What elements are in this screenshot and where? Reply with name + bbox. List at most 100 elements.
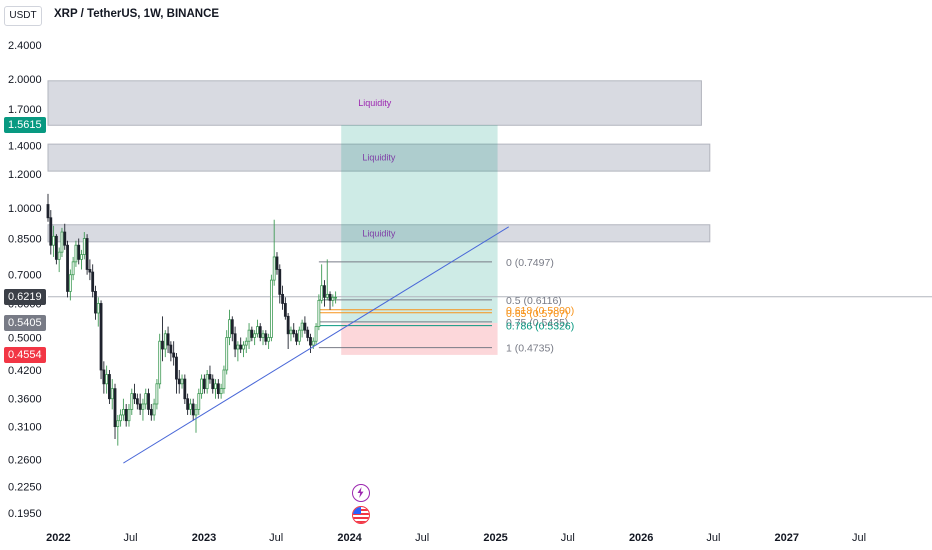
candle xyxy=(116,414,120,446)
candle-body xyxy=(253,333,257,338)
candle-body xyxy=(105,374,109,385)
candle-body xyxy=(144,393,148,405)
candle-body xyxy=(77,244,81,260)
candle-body xyxy=(306,329,310,338)
candle xyxy=(247,323,251,350)
candle xyxy=(141,398,145,421)
candle-body xyxy=(278,269,282,295)
candle-body xyxy=(244,340,248,346)
candle xyxy=(52,225,55,257)
candle-body xyxy=(311,340,315,346)
candle-body xyxy=(286,315,290,335)
x-tick-label: Jul xyxy=(561,532,575,544)
candle-body xyxy=(256,326,259,335)
candle-body xyxy=(68,274,72,292)
candle-body xyxy=(320,285,324,301)
candle-body xyxy=(127,408,131,422)
candle-body xyxy=(119,414,123,422)
candle xyxy=(183,374,187,404)
currency-unit[interactable]: USDT xyxy=(4,6,42,26)
candle xyxy=(169,341,173,362)
candle xyxy=(80,249,83,270)
x-tick-label: 2027 xyxy=(775,532,799,544)
candle xyxy=(180,374,184,389)
candle-body xyxy=(303,322,307,331)
fib-level-label: 0.618 (0.5800) xyxy=(506,305,574,317)
candle xyxy=(222,365,226,394)
candle xyxy=(253,330,257,346)
liquidity-zone[interactable] xyxy=(47,80,702,126)
candle xyxy=(244,337,248,354)
y-tick-label: 0.3100 xyxy=(8,422,42,434)
candle-body xyxy=(267,337,271,342)
candle xyxy=(200,374,203,399)
candle-body xyxy=(250,329,254,338)
candle-body xyxy=(116,420,120,428)
candle xyxy=(219,383,223,399)
candle-body xyxy=(82,238,86,255)
y-tick-label: 1.7000 xyxy=(8,104,42,116)
candle-body xyxy=(57,251,61,260)
fib-level-label: 0 (0.7497) xyxy=(506,257,554,269)
candle xyxy=(149,403,153,421)
candle-body xyxy=(88,269,92,273)
candlestick-series xyxy=(46,193,338,446)
candle xyxy=(74,240,78,267)
x-tick-label: 2024 xyxy=(337,532,362,544)
candle-body xyxy=(74,244,78,263)
candle xyxy=(49,210,53,255)
candle-body xyxy=(94,291,97,314)
candle-body xyxy=(113,388,117,428)
candle xyxy=(300,319,304,338)
candle-body xyxy=(161,340,164,350)
lightning-icon[interactable] xyxy=(352,484,370,502)
candle xyxy=(113,383,117,440)
y-tick-label: 2.4000 xyxy=(8,40,42,52)
candle xyxy=(177,369,181,394)
us-flag-icon[interactable] xyxy=(352,506,370,524)
candle xyxy=(163,330,167,358)
candle-body xyxy=(177,378,181,385)
candle-body xyxy=(99,303,103,371)
candle xyxy=(272,219,276,286)
candle-body xyxy=(71,261,75,276)
candle-body xyxy=(49,217,53,246)
candle-body xyxy=(133,393,136,400)
liquidity-zone[interactable] xyxy=(47,143,711,172)
candle xyxy=(155,379,159,410)
y-tick-label: 1.2000 xyxy=(8,169,42,181)
candle xyxy=(119,409,123,427)
candle-body xyxy=(63,231,67,246)
candle xyxy=(256,319,259,338)
candle xyxy=(46,193,50,222)
x-tick-label: Jul xyxy=(706,532,720,544)
candle-body xyxy=(281,293,284,304)
fib-level-label: 0.786 (0.5326) xyxy=(506,321,574,333)
candle-body xyxy=(233,333,237,350)
candle xyxy=(71,256,75,281)
candle xyxy=(121,398,125,421)
candle-body xyxy=(264,333,268,342)
liquidity-zone-label: Liquidity xyxy=(362,153,396,163)
candle xyxy=(166,326,170,354)
candle-body xyxy=(186,398,190,410)
candle xyxy=(281,285,284,310)
candle-body xyxy=(124,408,128,422)
candle xyxy=(275,252,279,275)
y-tick-label: 0.1950 xyxy=(8,508,42,520)
candle xyxy=(283,297,287,320)
liquidity-zone[interactable] xyxy=(47,224,711,243)
candle xyxy=(158,333,162,389)
candle-body xyxy=(328,293,332,301)
candle xyxy=(161,316,164,362)
candle-body xyxy=(110,388,114,400)
candle xyxy=(57,247,61,273)
candle xyxy=(320,264,324,304)
fib-level-label: 0.75 (0.5435) xyxy=(506,317,568,329)
candle xyxy=(127,403,131,427)
candle-body xyxy=(219,388,223,395)
fib-level-label: 0.65 (0.5707) xyxy=(506,308,568,320)
y-axis: 2.4000 2.0000 1.7000 1.4000 1.2000 1.0000 0.85… xyxy=(8,40,42,520)
candle xyxy=(99,300,103,380)
